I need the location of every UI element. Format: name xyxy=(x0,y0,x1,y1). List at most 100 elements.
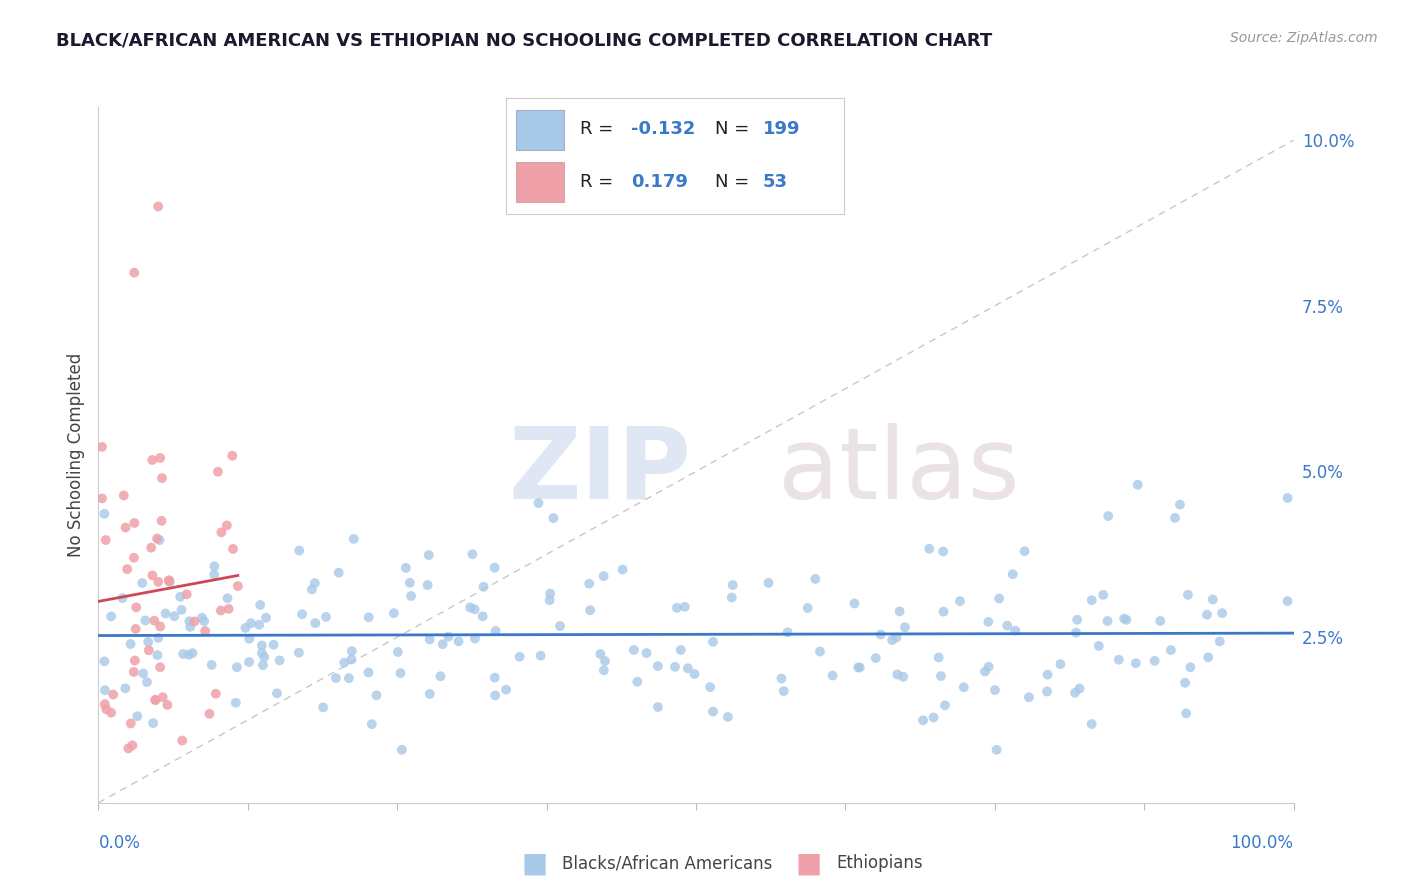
Point xyxy=(238,632,260,646)
Point xyxy=(495,682,517,697)
Point xyxy=(623,643,645,657)
Text: ZIP: ZIP xyxy=(509,423,692,520)
Point xyxy=(209,525,232,540)
Point xyxy=(304,576,326,591)
Point xyxy=(934,698,956,713)
Point xyxy=(527,496,550,510)
Point xyxy=(382,606,405,620)
Point xyxy=(418,548,440,562)
Point xyxy=(254,610,277,624)
Point xyxy=(932,605,955,619)
Point xyxy=(312,700,335,714)
Text: N =: N = xyxy=(716,173,755,191)
Point xyxy=(1066,613,1088,627)
Point xyxy=(136,675,159,690)
Point xyxy=(949,594,972,608)
Point xyxy=(676,661,699,675)
Point xyxy=(1277,594,1299,608)
Point xyxy=(429,669,451,683)
Point xyxy=(124,516,146,530)
Point xyxy=(120,637,142,651)
Point xyxy=(202,567,225,582)
Point xyxy=(772,684,794,698)
Point xyxy=(579,603,602,617)
Y-axis label: No Schooling Completed: No Schooling Completed xyxy=(66,353,84,557)
Point xyxy=(636,646,658,660)
Point xyxy=(437,630,460,644)
FancyBboxPatch shape xyxy=(516,110,564,150)
Point xyxy=(647,700,669,714)
Point xyxy=(416,578,439,592)
Point xyxy=(1004,624,1026,638)
Point xyxy=(91,491,114,506)
Point xyxy=(399,589,422,603)
FancyBboxPatch shape xyxy=(516,162,564,202)
Point xyxy=(821,668,844,682)
Point xyxy=(193,614,215,628)
Point xyxy=(1069,681,1091,696)
Point xyxy=(593,654,616,668)
Point xyxy=(315,610,337,624)
Point xyxy=(170,603,193,617)
Point xyxy=(291,607,314,622)
Text: Ethiopians: Ethiopians xyxy=(837,855,924,872)
Point xyxy=(269,653,291,667)
Point xyxy=(226,579,249,593)
Point xyxy=(146,648,169,662)
Point xyxy=(209,603,232,617)
Point xyxy=(391,743,413,757)
Point xyxy=(1064,686,1087,700)
Point xyxy=(149,450,172,465)
Point xyxy=(928,650,950,665)
Point xyxy=(288,646,311,660)
Point xyxy=(148,631,170,645)
Point xyxy=(702,635,724,649)
Point xyxy=(183,615,205,629)
Point xyxy=(889,604,911,618)
Point xyxy=(115,562,138,576)
Point xyxy=(461,547,484,561)
Text: N =: N = xyxy=(716,120,755,138)
Point xyxy=(988,591,1011,606)
Point xyxy=(419,632,441,647)
Point xyxy=(201,657,224,672)
Point xyxy=(484,689,506,703)
Point xyxy=(340,652,363,666)
Text: Blacks/African Americans: Blacks/African Americans xyxy=(562,855,773,872)
Point xyxy=(148,199,170,213)
Point xyxy=(340,644,363,658)
Point xyxy=(395,561,418,575)
Point xyxy=(918,541,941,556)
Point xyxy=(1080,593,1102,607)
Point xyxy=(150,471,173,485)
Point xyxy=(389,666,412,681)
Point xyxy=(148,574,170,589)
Point xyxy=(808,644,831,658)
Text: ■: ■ xyxy=(522,849,547,878)
Point xyxy=(1001,567,1024,582)
Point xyxy=(699,680,721,694)
Point xyxy=(176,587,198,601)
Text: 199: 199 xyxy=(762,120,800,138)
Point xyxy=(673,599,696,614)
Point xyxy=(848,660,870,674)
Point xyxy=(121,739,143,753)
Point xyxy=(419,687,441,701)
Point xyxy=(776,625,799,640)
Point xyxy=(328,566,350,580)
Point xyxy=(222,541,245,556)
Point xyxy=(156,698,179,712)
Point xyxy=(181,646,204,660)
Point xyxy=(141,568,163,582)
Point xyxy=(464,602,486,616)
Point xyxy=(238,655,260,669)
Point xyxy=(94,533,117,547)
Point xyxy=(366,688,388,702)
Point xyxy=(647,659,669,673)
Point xyxy=(100,609,122,624)
Point xyxy=(922,710,945,724)
Point xyxy=(125,600,148,615)
Point xyxy=(169,590,191,604)
Point xyxy=(252,658,274,673)
Point xyxy=(869,627,891,641)
